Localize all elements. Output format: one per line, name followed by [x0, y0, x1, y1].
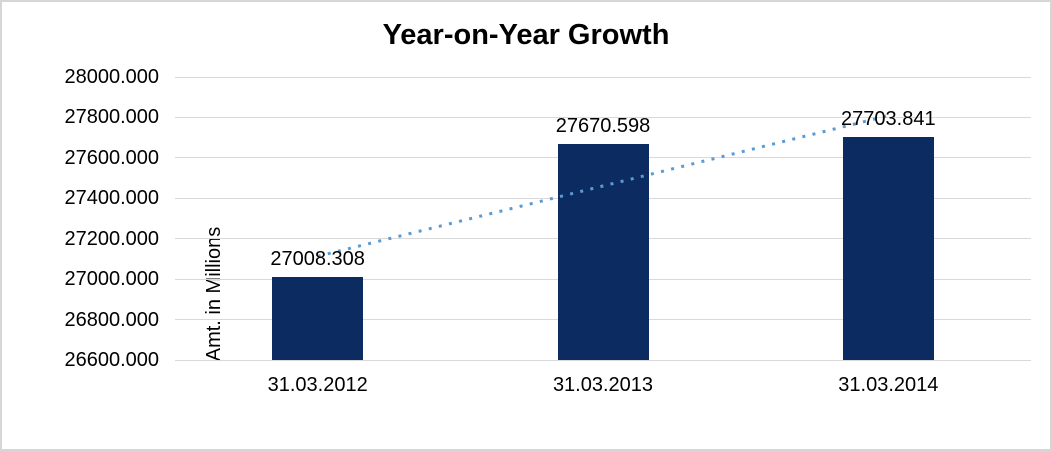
- x-tick-label: 31.03.2012: [267, 374, 368, 396]
- y-tick-label: 26600.000: [64, 349, 159, 371]
- gridline: [175, 359, 1031, 361]
- y-tick-label: 27200.000: [64, 227, 159, 250]
- y-tick-label: 26800.000: [64, 308, 159, 331]
- plot-area: Amt. in Millions Years 28000.00027800.00…: [64, 66, 1031, 396]
- y-tick-label: 28000.000: [64, 66, 159, 88]
- y-tick-label: 27600.000: [64, 146, 159, 169]
- chart-title: Year-on-Year Growth: [382, 19, 670, 51]
- y-tick-label: 27000.000: [64, 268, 159, 291]
- gridline: [175, 116, 1031, 118]
- x-tick-label: 31.03.2013: [552, 374, 654, 396]
- bar-data-label: 27703.841: [841, 107, 936, 130]
- bar-data-label: 27670.598: [555, 114, 651, 137]
- y-tick-label: 27800.000: [64, 106, 159, 129]
- gridline: [175, 76, 1031, 78]
- trendline-layer: [317, 114, 889, 258]
- bar[interactable]: [272, 277, 364, 360]
- x-tick-label: 31.03.2014: [838, 374, 939, 396]
- trendline[interactable]: [317, 114, 889, 258]
- bar[interactable]: [842, 136, 934, 360]
- bar-data-label: 27008.308: [270, 248, 365, 271]
- y-tick-label: 27400.000: [64, 187, 159, 210]
